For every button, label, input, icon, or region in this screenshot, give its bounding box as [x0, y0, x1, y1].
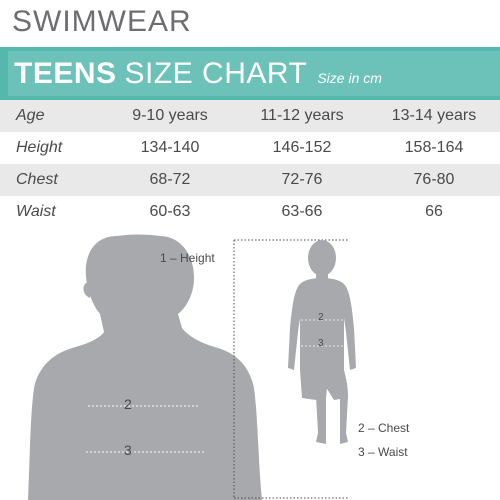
waist-marker-3-small: 3 — [318, 338, 324, 349]
table-row-age: Age 9-10 years 11-12 years 13-14 years — [0, 100, 500, 132]
table-cell: 134-140 — [140, 139, 200, 156]
table-cell: 76-80 — [413, 171, 455, 188]
banner-background — [8, 51, 500, 96]
table-row-chest: Chest 68-72 72-76 76-80 — [0, 164, 500, 196]
banner-teens: TEENS — [14, 56, 117, 90]
chest-marker-2-small: 2 — [318, 312, 324, 323]
table-cell: 66 — [425, 203, 443, 220]
table-cell: 60-63 — [149, 203, 191, 220]
banner-size-chart: SIZE CHART — [124, 56, 308, 90]
table-cell: 72-76 — [281, 171, 323, 188]
chest-marker-2: 2 — [124, 396, 132, 412]
legend-chest: 2 – Chest — [358, 421, 410, 435]
banner-heading: TEENS SIZE CHART Size in cm — [14, 57, 382, 91]
page-title: SWIMWEAR — [12, 5, 192, 38]
waist-marker-3: 3 — [124, 442, 132, 458]
size-table: Age 9-10 years 11-12 years 13-14 years H… — [0, 100, 500, 228]
legend-height: 1 – Height — [160, 251, 215, 265]
table-row-waist: Waist 60-63 63-66 66 — [0, 196, 500, 228]
table-cell: 9-10 years — [132, 107, 208, 124]
row-label: Height — [16, 139, 63, 156]
table-row-height: Height 134-140 146-152 158-164 — [0, 132, 500, 164]
row-label: Chest — [16, 171, 58, 188]
table-cell: 146-152 — [272, 139, 332, 156]
table-cell: 11-12 years — [260, 107, 344, 124]
table-cell: 13-14 years — [391, 107, 477, 124]
measurement-diagram: 2 3 2 3 1 – Height 2 – Chest 3 – Waist — [0, 228, 500, 500]
row-label: Age — [16, 107, 45, 124]
banner-unit-note: Size in cm — [317, 69, 382, 86]
size-chart-banner: TEENS SIZE CHART Size in cm — [0, 47, 500, 100]
legend-waist: 3 – Waist — [358, 445, 408, 459]
table-cell: 63-66 — [281, 203, 323, 220]
silhouettes — [28, 234, 356, 500]
table-cell: 158-164 — [404, 139, 464, 156]
upper-body-silhouette — [28, 234, 262, 500]
row-label: Waist — [16, 203, 56, 220]
table-cell: 68-72 — [149, 171, 191, 188]
